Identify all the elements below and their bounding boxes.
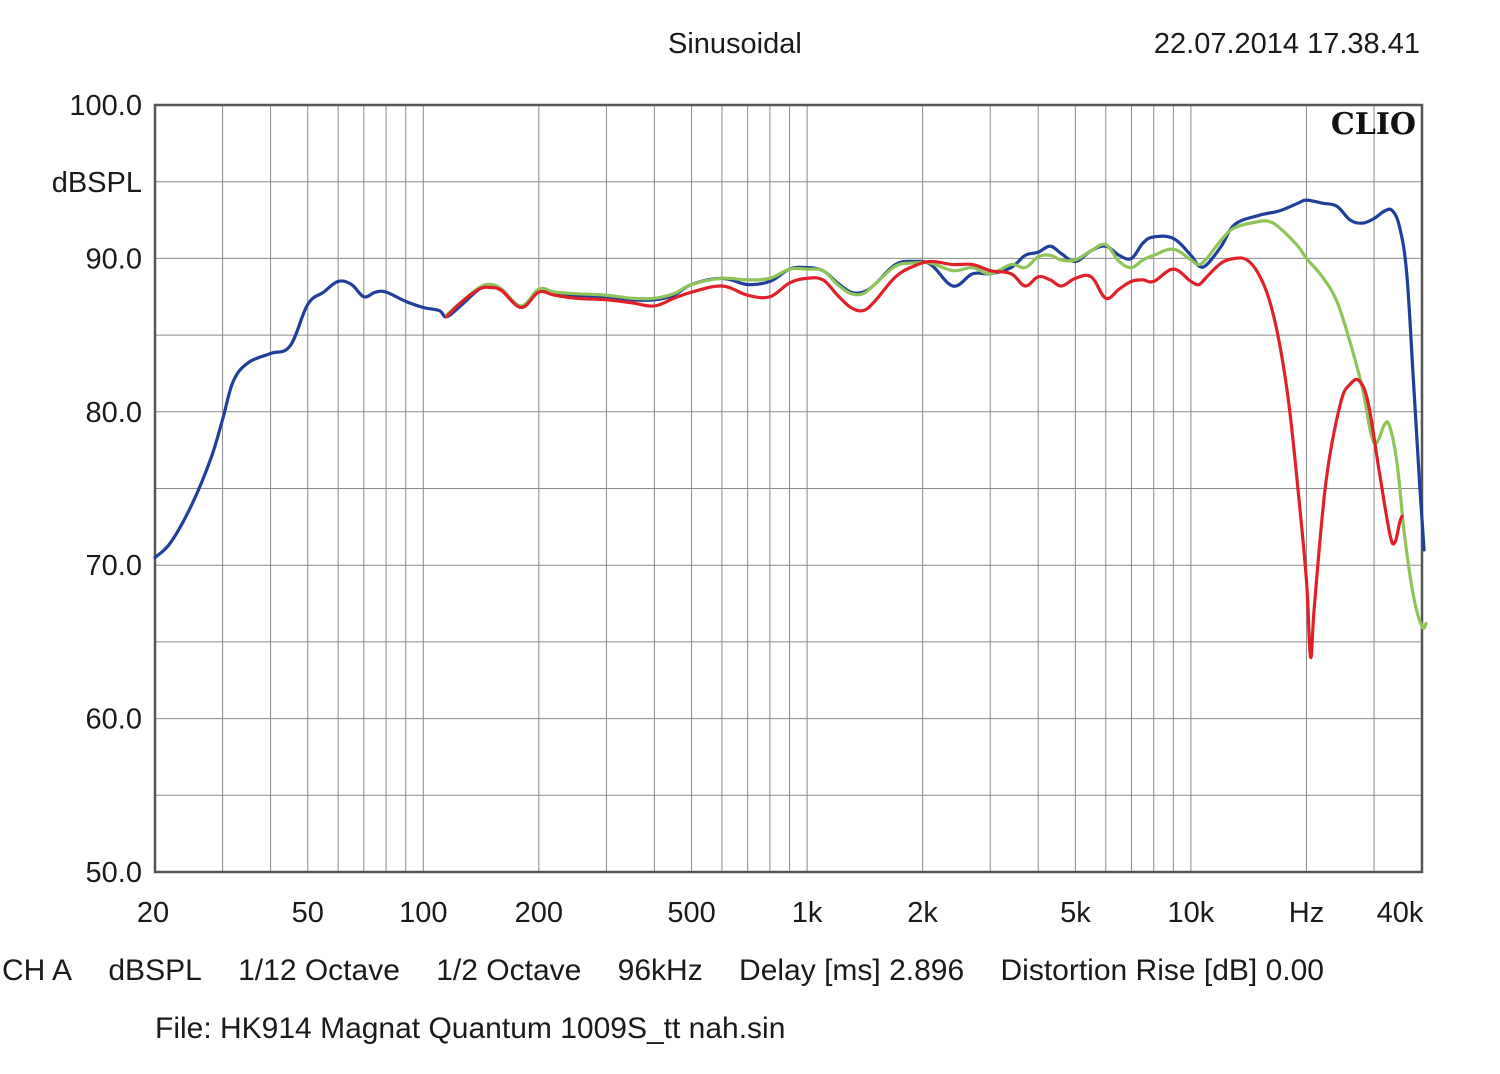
y-tick-labels: 100.0 90.0 80.0 70.0 60.0 50.0 bbox=[69, 90, 142, 889]
y-tick-label: 80.0 bbox=[86, 397, 142, 429]
x-tick-label: 40k bbox=[1377, 897, 1424, 929]
octave-label: 1/2 Octave bbox=[436, 954, 582, 987]
chart-title: Sinusoidal bbox=[668, 28, 802, 60]
y-axis-label: dBSPL bbox=[52, 167, 142, 199]
y-tick-label: 90.0 bbox=[86, 243, 142, 275]
measurement-info-bar: CH A dBSPL 1/12 Octave 1/2 Octave 96kHz … bbox=[2, 954, 1352, 988]
channel-label: CH A bbox=[2, 954, 73, 987]
delay-label: Delay [ms] 2.896 bbox=[739, 954, 965, 987]
chart-grid-horizontal bbox=[155, 181, 1422, 796]
plot-frame bbox=[153, 103, 1424, 874]
x-tick-labels: 20 50 100 200 500 1k 2k 5k 10k Hz 40k bbox=[137, 897, 1424, 929]
file-name: File: HK914 Magnat Quantum 1009S_tt nah.… bbox=[155, 1012, 786, 1045]
timestamp: 22.07.2014 17.38.41 bbox=[1153, 28, 1420, 60]
x-tick-label: 1k bbox=[792, 897, 823, 929]
clio-watermark: CLIO bbox=[1331, 107, 1416, 142]
x-tick-label: 2k bbox=[907, 897, 938, 929]
x-tick-label: 50 bbox=[292, 897, 324, 929]
distortion-label: Distortion Rise [dB] 0.00 bbox=[1000, 954, 1324, 987]
x-tick-label: 500 bbox=[667, 897, 715, 929]
x-tick-label: 5k bbox=[1060, 897, 1091, 929]
x-tick-label: 20 bbox=[137, 897, 169, 929]
y-tick-label: 60.0 bbox=[86, 704, 142, 736]
x-tick-label: 200 bbox=[515, 897, 563, 929]
series-line-2 bbox=[444, 219, 1428, 630]
y-tick-label: 50.0 bbox=[86, 857, 142, 889]
series-layer bbox=[153, 198, 1428, 660]
sample-rate-label: 96kHz bbox=[617, 954, 703, 987]
smoothing-label: 1/12 Octave bbox=[238, 954, 400, 987]
x-tick-label: Hz bbox=[1289, 897, 1324, 929]
y-tick-label: 70.0 bbox=[86, 550, 142, 582]
x-tick-label: 10k bbox=[1168, 897, 1215, 929]
x-tick-label: 100 bbox=[399, 897, 447, 929]
series-line-3 bbox=[444, 256, 1404, 660]
y-tick-label: 100.0 bbox=[69, 90, 142, 122]
unit-label: dBSPL bbox=[108, 954, 202, 987]
